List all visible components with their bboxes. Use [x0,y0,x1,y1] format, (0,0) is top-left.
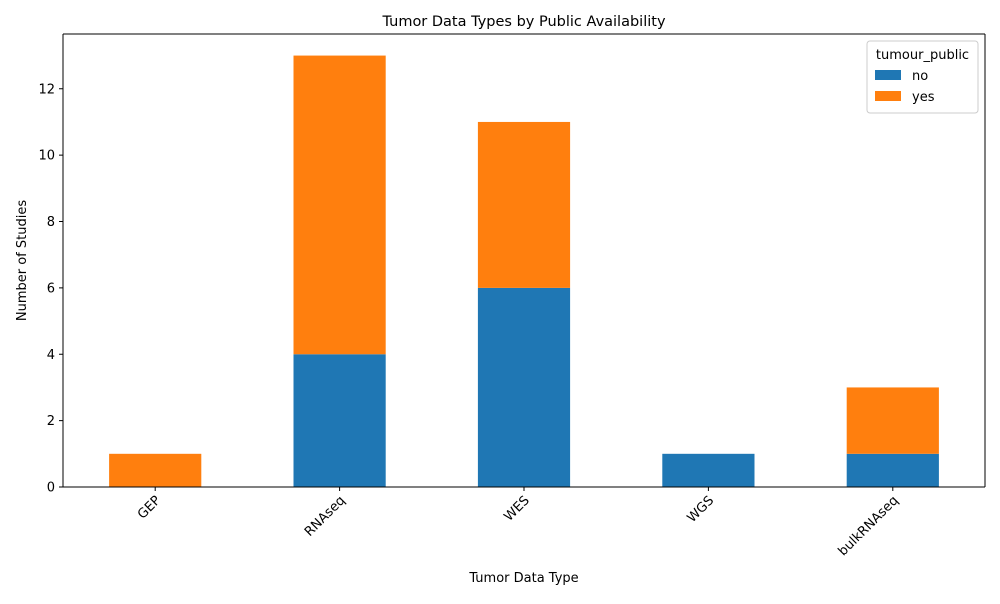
x-tick-label: GEP [135,493,164,522]
x-tick-label: WGS [685,493,718,526]
legend-swatch-no [875,70,901,80]
legend-label-yes: yes [912,90,935,105]
bar-WGS-no [662,453,755,487]
bar-RNAseq-no [293,354,386,487]
legend-swatch-yes [875,91,901,101]
y-tick-label: 10 [38,149,55,164]
x-tick-label: WES [501,493,532,524]
legend-label-no: no [912,69,928,84]
y-tick-label: 8 [47,215,55,230]
y-tick-label: 4 [47,348,55,363]
bars-layer [109,55,939,487]
y-tick-label: 2 [47,414,55,429]
y-tick-label: 12 [38,82,55,97]
legend-title: tumour_public [876,48,969,63]
x-tick-label: bulkRNAseq [836,493,902,559]
x-axis-label: Tumor Data Type [468,571,578,586]
bar-WES-yes [477,121,571,288]
bar-GEP-yes [109,453,202,487]
x-tick-label: RNAseq [302,493,348,539]
bar-WES-no [477,287,571,487]
bar-bulkRNAseq-no [846,453,939,487]
bar-RNAseq-yes [293,55,386,355]
y-axis-label: Number of Studies [15,200,30,321]
y-tick-label: 0 [47,481,55,496]
y-tick-label: 6 [47,281,55,296]
chart-title: Tumor Data Types by Public Availability [381,14,665,30]
bar-bulkRNAseq-yes [846,387,939,454]
